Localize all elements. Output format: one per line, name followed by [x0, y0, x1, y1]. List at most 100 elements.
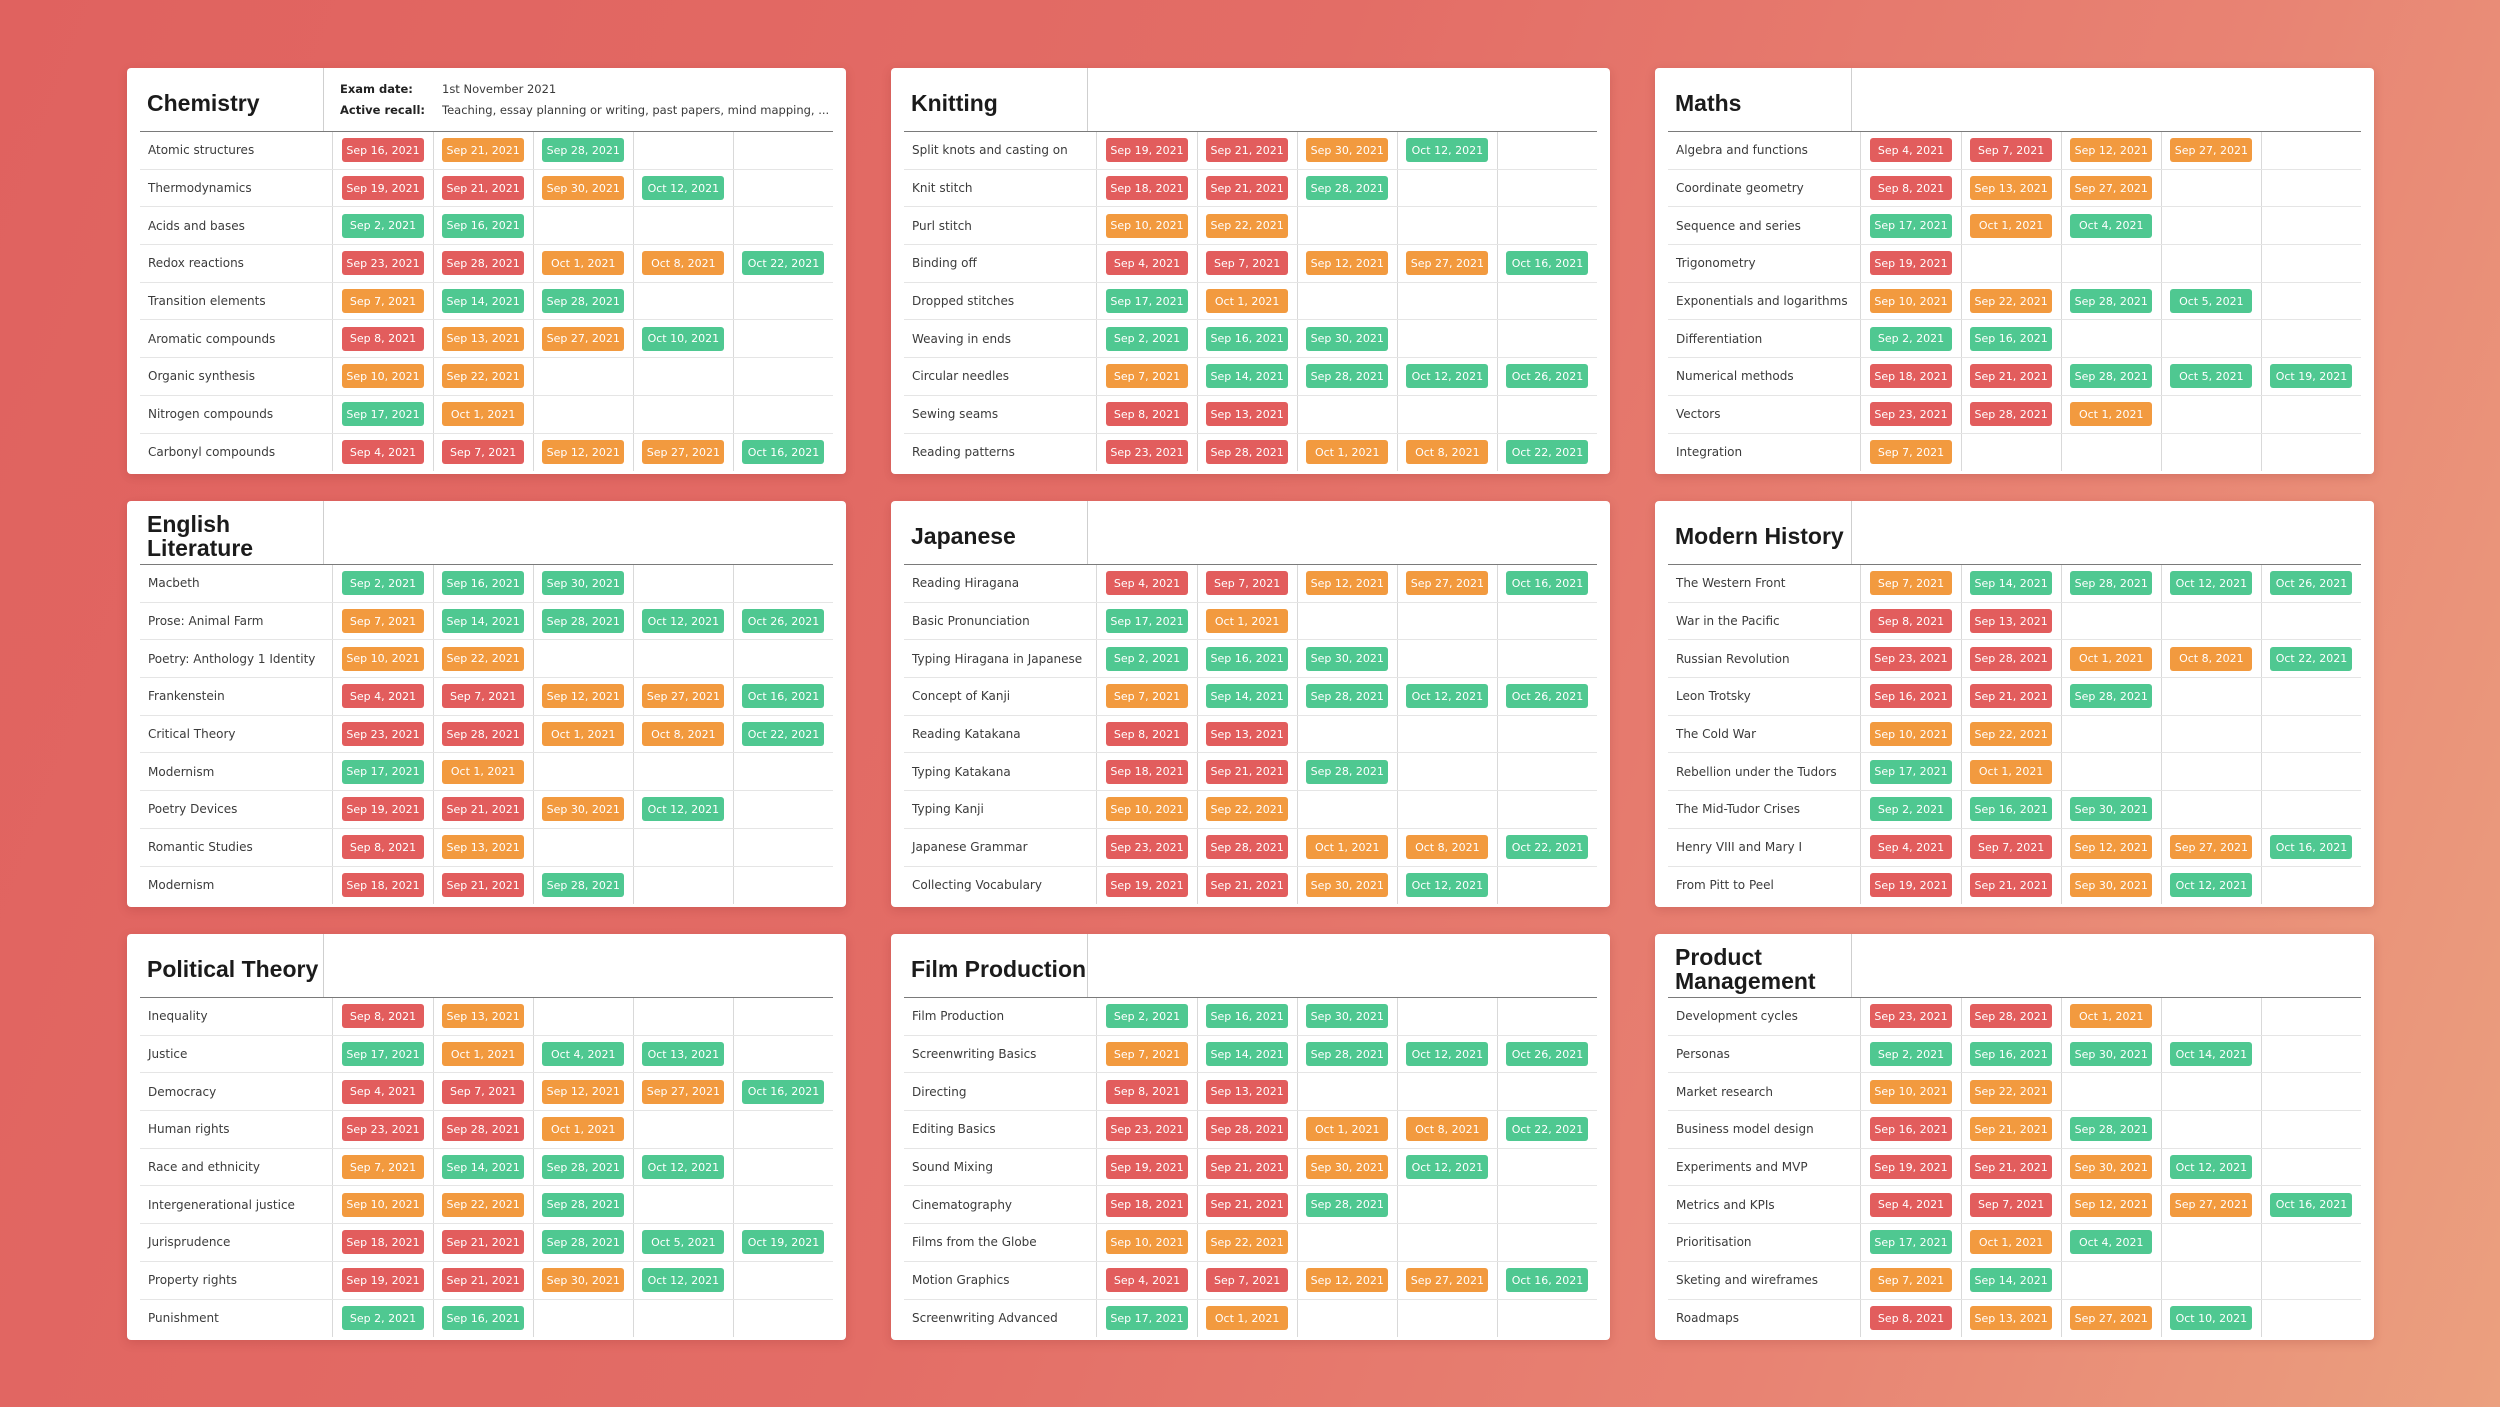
review-date-badge[interactable]: Sep 7, 2021 [1206, 251, 1289, 276]
review-date-badge[interactable]: Oct 1, 2021 [442, 759, 525, 784]
review-date-badge[interactable]: Sep 28, 2021 [542, 138, 625, 163]
review-date-badge[interactable]: Sep 21, 2021 [1970, 873, 2053, 898]
review-date-badge[interactable]: Sep 28, 2021 [542, 1155, 625, 1180]
review-date-badge[interactable]: Oct 4, 2021 [542, 1042, 625, 1067]
review-date-badge[interactable]: Sep 7, 2021 [442, 1079, 525, 1104]
review-date-badge[interactable]: Sep 27, 2021 [642, 1079, 725, 1104]
review-date-badge[interactable]: Sep 22, 2021 [442, 364, 525, 389]
review-date-badge[interactable]: Sep 14, 2021 [1206, 1042, 1289, 1067]
review-date-badge[interactable]: Sep 13, 2021 [1970, 176, 2053, 201]
review-date-badge[interactable]: Oct 12, 2021 [1406, 138, 1489, 163]
review-date-badge[interactable]: Sep 19, 2021 [342, 797, 425, 822]
review-date-badge[interactable]: Sep 28, 2021 [1306, 759, 1389, 784]
review-date-badge[interactable]: Sep 14, 2021 [1206, 684, 1289, 709]
review-date-badge[interactable]: Oct 1, 2021 [1970, 213, 2053, 238]
review-date-badge[interactable]: Sep 16, 2021 [1206, 1004, 1289, 1029]
review-date-badge[interactable]: Sep 16, 2021 [442, 213, 525, 238]
review-date-badge[interactable]: Sep 17, 2021 [1106, 609, 1189, 634]
review-date-badge[interactable]: Sep 21, 2021 [442, 1268, 525, 1293]
review-date-badge[interactable]: Oct 26, 2021 [1506, 684, 1589, 709]
review-date-badge[interactable]: Sep 28, 2021 [1206, 835, 1289, 860]
review-date-badge[interactable]: Sep 19, 2021 [1870, 251, 1953, 276]
review-date-badge[interactable]: Sep 14, 2021 [442, 609, 525, 634]
review-date-badge[interactable]: Sep 23, 2021 [1106, 835, 1189, 860]
review-date-badge[interactable]: Sep 12, 2021 [542, 684, 625, 709]
review-date-badge[interactable]: Oct 1, 2021 [1206, 609, 1289, 634]
review-date-badge[interactable]: Sep 30, 2021 [1306, 1155, 1389, 1180]
review-date-badge[interactable]: Sep 8, 2021 [1870, 609, 1953, 634]
review-date-badge[interactable]: Oct 26, 2021 [1506, 1042, 1589, 1067]
review-date-badge[interactable]: Oct 5, 2021 [2170, 364, 2253, 389]
review-date-badge[interactable]: Sep 14, 2021 [442, 289, 525, 314]
review-date-badge[interactable]: Oct 10, 2021 [2170, 1306, 2253, 1331]
review-date-badge[interactable]: Sep 28, 2021 [1306, 1192, 1389, 1217]
review-date-badge[interactable]: Sep 21, 2021 [1970, 364, 2053, 389]
review-date-badge[interactable]: Oct 16, 2021 [1506, 251, 1589, 276]
review-date-badge[interactable]: Oct 12, 2021 [642, 1155, 725, 1180]
review-date-badge[interactable]: Sep 4, 2021 [1870, 138, 1953, 163]
review-date-badge[interactable]: Sep 7, 2021 [342, 1155, 425, 1180]
review-date-badge[interactable]: Sep 27, 2021 [1406, 251, 1489, 276]
review-date-badge[interactable]: Sep 14, 2021 [442, 1155, 525, 1180]
review-date-badge[interactable]: Sep 4, 2021 [1870, 1192, 1953, 1217]
review-date-badge[interactable]: Oct 16, 2021 [2270, 835, 2353, 860]
review-date-badge[interactable]: Sep 4, 2021 [1106, 251, 1189, 276]
review-date-badge[interactable]: Sep 23, 2021 [1870, 646, 1953, 671]
review-date-badge[interactable]: Sep 22, 2021 [1970, 1079, 2053, 1104]
review-date-badge[interactable]: Oct 12, 2021 [2170, 1155, 2253, 1180]
review-date-badge[interactable]: Sep 28, 2021 [1306, 176, 1389, 201]
review-date-badge[interactable]: Oct 22, 2021 [1506, 835, 1589, 860]
review-date-badge[interactable]: Oct 12, 2021 [2170, 873, 2253, 898]
review-date-badge[interactable]: Oct 4, 2021 [2070, 1230, 2153, 1255]
review-date-badge[interactable]: Sep 30, 2021 [1306, 138, 1389, 163]
review-date-badge[interactable]: Oct 22, 2021 [2270, 646, 2353, 671]
review-date-badge[interactable]: Oct 1, 2021 [2070, 402, 2153, 427]
review-date-badge[interactable]: Sep 2, 2021 [1870, 326, 1953, 351]
review-date-badge[interactable]: Sep 28, 2021 [2070, 289, 2153, 314]
review-date-badge[interactable]: Sep 28, 2021 [2070, 684, 2153, 709]
review-date-badge[interactable]: Sep 2, 2021 [342, 1306, 425, 1331]
review-date-badge[interactable]: Sep 22, 2021 [442, 1192, 525, 1217]
review-date-badge[interactable]: Oct 1, 2021 [1206, 289, 1289, 314]
review-date-badge[interactable]: Sep 2, 2021 [1870, 1042, 1953, 1067]
review-date-badge[interactable]: Sep 8, 2021 [1870, 176, 1953, 201]
review-date-badge[interactable]: Sep 16, 2021 [1970, 1042, 2053, 1067]
review-date-badge[interactable]: Sep 18, 2021 [1870, 364, 1953, 389]
review-date-badge[interactable]: Oct 8, 2021 [1406, 440, 1489, 465]
review-date-badge[interactable]: Oct 1, 2021 [1306, 440, 1389, 465]
review-date-badge[interactable]: Sep 10, 2021 [1106, 1230, 1189, 1255]
review-date-badge[interactable]: Oct 8, 2021 [1406, 835, 1489, 860]
review-date-badge[interactable]: Sep 7, 2021 [1106, 684, 1189, 709]
review-date-badge[interactable]: Oct 12, 2021 [1406, 1155, 1489, 1180]
review-date-badge[interactable]: Oct 10, 2021 [642, 326, 725, 351]
review-date-badge[interactable]: Sep 13, 2021 [1970, 609, 2053, 634]
review-date-badge[interactable]: Oct 22, 2021 [742, 722, 825, 747]
review-date-badge[interactable]: Sep 30, 2021 [1306, 646, 1389, 671]
review-date-badge[interactable]: Sep 27, 2021 [2170, 138, 2253, 163]
review-date-badge[interactable]: Sep 22, 2021 [1206, 797, 1289, 822]
review-date-badge[interactable]: Sep 8, 2021 [1106, 1079, 1189, 1104]
review-date-badge[interactable]: Sep 2, 2021 [1106, 646, 1189, 671]
review-date-badge[interactable]: Oct 13, 2021 [642, 1042, 725, 1067]
review-date-badge[interactable]: Sep 23, 2021 [342, 1117, 425, 1142]
review-date-badge[interactable]: Sep 30, 2021 [1306, 1004, 1389, 1029]
review-date-badge[interactable]: Oct 1, 2021 [1970, 759, 2053, 784]
review-date-badge[interactable]: Sep 7, 2021 [1106, 364, 1189, 389]
review-date-badge[interactable]: Oct 12, 2021 [642, 797, 725, 822]
review-date-badge[interactable]: Sep 28, 2021 [1306, 364, 1389, 389]
review-date-badge[interactable]: Sep 17, 2021 [342, 402, 425, 427]
review-date-badge[interactable]: Sep 28, 2021 [1206, 440, 1289, 465]
review-date-badge[interactable]: Sep 23, 2021 [1870, 1004, 1953, 1029]
review-date-badge[interactable]: Sep 12, 2021 [2070, 835, 2153, 860]
review-date-badge[interactable]: Sep 30, 2021 [2070, 873, 2153, 898]
review-date-badge[interactable]: Oct 1, 2021 [442, 402, 525, 427]
review-date-badge[interactable]: Sep 17, 2021 [1106, 1306, 1189, 1331]
review-date-badge[interactable]: Sep 7, 2021 [1970, 835, 2053, 860]
review-date-badge[interactable]: Sep 28, 2021 [2070, 1117, 2153, 1142]
review-date-badge[interactable]: Sep 7, 2021 [1206, 571, 1289, 596]
review-date-badge[interactable]: Sep 4, 2021 [1106, 571, 1189, 596]
review-date-badge[interactable]: Sep 12, 2021 [542, 1079, 625, 1104]
review-date-badge[interactable]: Sep 30, 2021 [1306, 873, 1389, 898]
review-date-badge[interactable]: Oct 5, 2021 [642, 1230, 725, 1255]
review-date-badge[interactable]: Sep 23, 2021 [342, 251, 425, 276]
